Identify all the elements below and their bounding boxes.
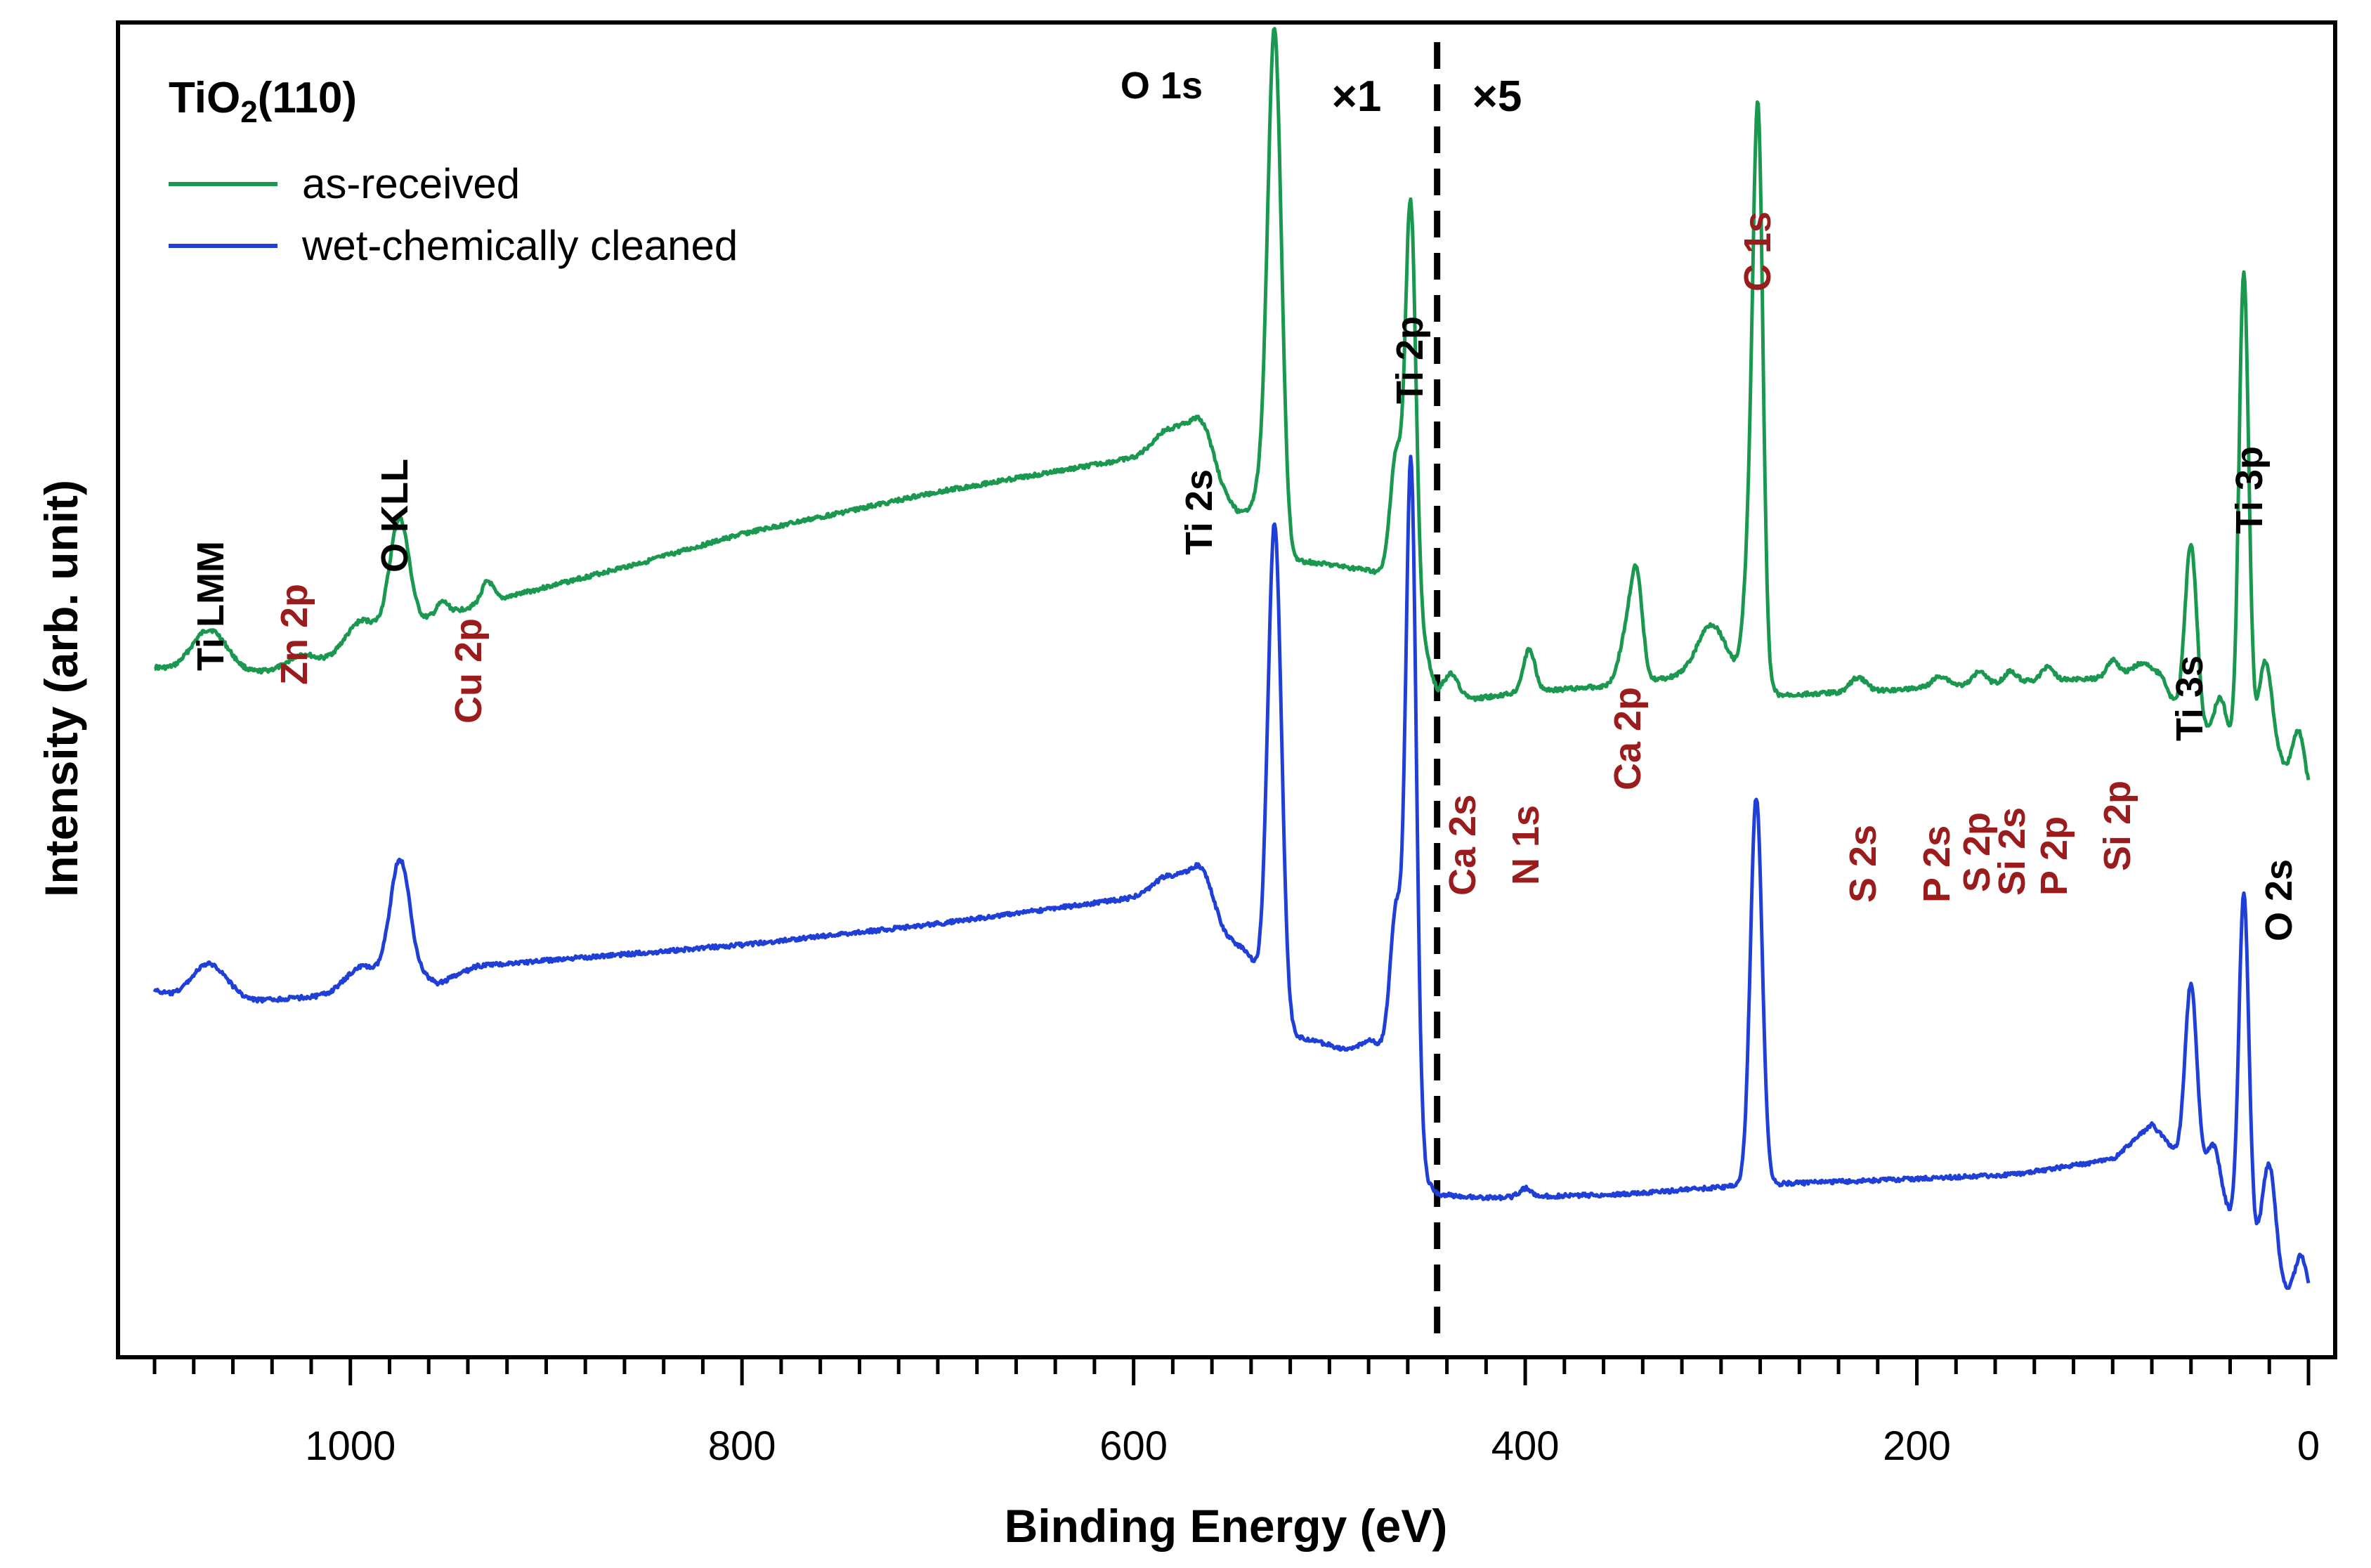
spectrum-line-as-received bbox=[153, 27, 2311, 780]
legend-label-cleaned: wet-chemically cleaned bbox=[301, 222, 738, 269]
peak-label: P 2s bbox=[1916, 825, 1958, 903]
x-tick-label: 1000 bbox=[305, 1423, 396, 1469]
peak-label: Ti 2s bbox=[1178, 469, 1220, 555]
x-tick-label: 200 bbox=[1883, 1423, 1951, 1469]
peak-label: O KLL bbox=[374, 459, 416, 573]
legend: TiO2(110) as-received wet-chemically cle… bbox=[169, 74, 738, 269]
x-tick-label: 600 bbox=[1099, 1423, 1168, 1469]
peak-label: S 2s bbox=[1842, 825, 1884, 903]
spectra bbox=[152, 27, 2311, 1291]
x-axis-title: Binding Energy (eV) bbox=[1005, 1500, 1448, 1552]
legend-label-as-received: as-received bbox=[302, 160, 520, 207]
peak-label: C 1s bbox=[1737, 211, 1779, 292]
peak-label: O 2s bbox=[2258, 859, 2300, 941]
peak-label: S 2p bbox=[1956, 812, 1998, 892]
peak-label: Ca 2p bbox=[1607, 687, 1649, 790]
peak-label: Ti 2p bbox=[1389, 316, 1431, 404]
plot-frame bbox=[116, 20, 2337, 1359]
y-axis-title: Intensity (arb. unit) bbox=[35, 480, 87, 897]
peak-label: Zn 2p bbox=[273, 584, 315, 685]
scale-marker: ×1 ×5 bbox=[1332, 42, 1522, 1338]
x-tick-label: 400 bbox=[1491, 1423, 1560, 1469]
peak-label: Si 2s bbox=[1991, 807, 2033, 896]
peak-label: O 1s bbox=[1121, 65, 1203, 107]
sample-title: TiO2(110) bbox=[169, 74, 357, 129]
peak-label: Ti 3s bbox=[2169, 655, 2211, 741]
x-tick-label: 800 bbox=[708, 1423, 776, 1469]
peak-label: Ca 2s bbox=[1442, 795, 1484, 896]
peak-labels: Ti LMM Zn 2p O KLL Cu 2p Ti 2s O 1s Ti 2p Ca 2s… bbox=[190, 65, 2300, 941]
peak-label: N 1s bbox=[1505, 805, 1547, 885]
spectrum-line-cleaned bbox=[152, 455, 2311, 1291]
x-tick-label: 0 bbox=[2297, 1423, 2320, 1469]
peak-label: Cu 2p bbox=[448, 618, 490, 724]
peak-label: Ti LMM bbox=[190, 541, 232, 671]
peak-label: Ti 3p bbox=[2228, 446, 2271, 534]
peak-label: Si 2p bbox=[2096, 780, 2138, 871]
scale-label-x1: ×1 bbox=[1332, 72, 1382, 121]
scale-label-x5: ×5 bbox=[1472, 72, 1522, 121]
peak-label: P 2p bbox=[2033, 816, 2075, 896]
x-axis: 1000 800 600 400 200 0 bbox=[152, 1357, 2320, 1469]
